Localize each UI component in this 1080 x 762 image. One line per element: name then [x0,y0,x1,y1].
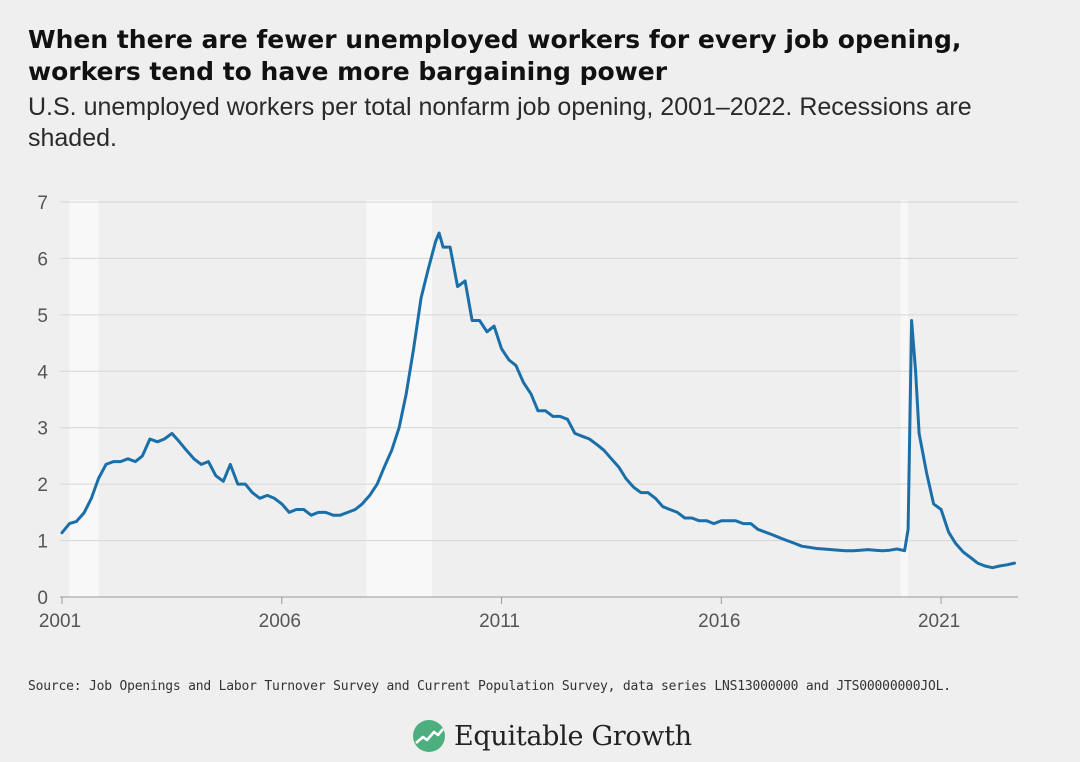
y-tick-label: 7 [37,193,48,214]
chart-title: When there are fewer unemployed workers … [28,25,962,86]
x-tick-label: 2016 [698,611,740,632]
recession-band-0 [69,200,99,597]
x-tick-label: 2001 [39,611,81,632]
y-tick-label: 3 [37,419,48,440]
y-tick-label: 1 [37,532,48,553]
x-tick-label: 2006 [259,611,301,632]
y-tick-label: 6 [37,249,48,270]
y-axis-ticks: 0 1 2 3 4 5 6 7 [37,193,48,609]
series-line-0 [60,231,1016,570]
x-axis-ticks: 2001 2006 2011 2016 2021 [39,597,960,632]
logo-text: Equitable Growth [454,720,692,752]
y-tick-label: 2 [37,475,48,496]
gridlines [60,201,1018,598]
recession-band-2 [900,200,909,597]
y-tick-label: 4 [37,362,48,383]
x-tick-label: 2021 [918,611,960,632]
recession-band-1 [366,200,433,597]
growth-leaf-icon [413,720,445,752]
series-layer [60,231,1016,570]
line-chart: 0 1 2 3 4 5 6 7 2001 2006 2011 2016 2021 [37,193,1018,632]
y-tick-label: 0 [37,588,48,609]
x-tick-label: 2011 [479,611,520,632]
chart-subtitle: U.S. unemployed workers per total nonfar… [28,93,972,152]
recession-bands [69,200,909,597]
source-note: Source: Job Openings and Labor Turnover … [28,679,951,694]
equitable-growth-logo: Equitable Growth [412,716,692,756]
y-tick-label: 5 [37,306,48,327]
